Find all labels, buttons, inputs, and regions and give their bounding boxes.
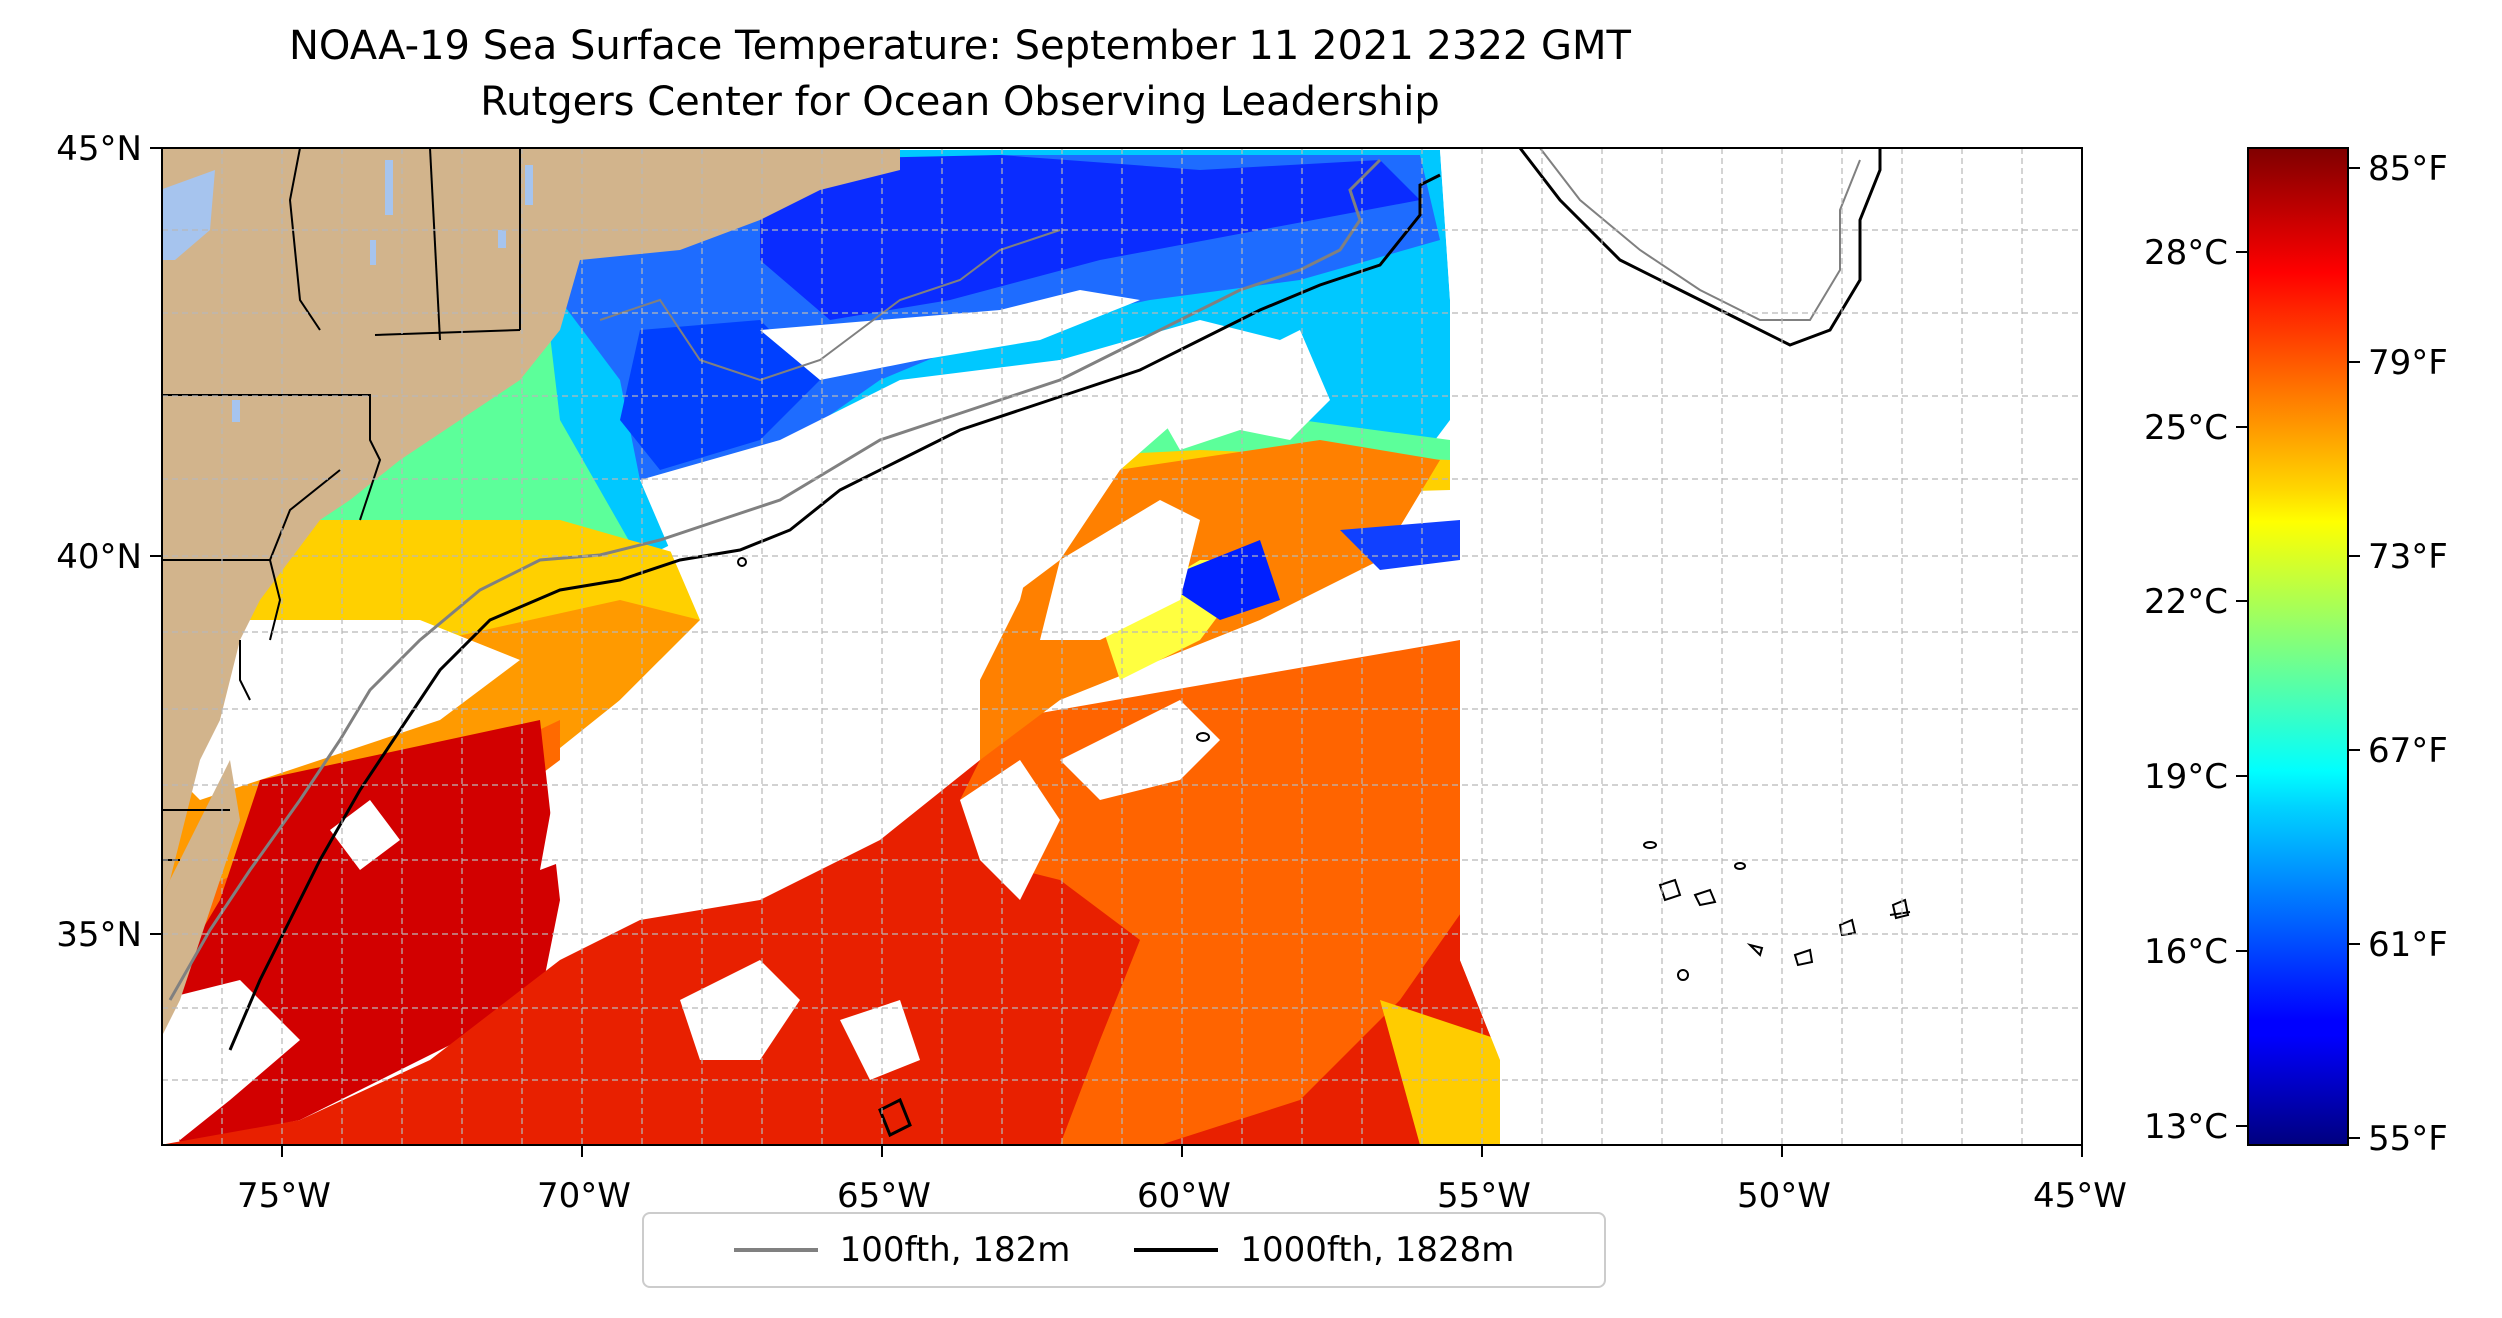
celsius-tick-label: 22°C <box>2144 582 2228 622</box>
lat-tick-labels: 45°N 40°N 35°N <box>56 129 142 955</box>
legend-line-grey <box>733 1248 818 1252</box>
fahrenheit-tick-label: 61°F <box>2368 925 2448 965</box>
celsius-tick-label: 16°C <box>2144 932 2228 972</box>
map-legend: 100fth, 182m 1000fth, 1828m <box>642 1212 1606 1288</box>
fahrenheit-tick-label: 73°F <box>2368 537 2448 577</box>
colorbar-gradient <box>2247 147 2349 1146</box>
lon-tick-labels: 75°W 70°W 65°W 60°W 55°W 50°W 45°W <box>237 1176 2127 1216</box>
lat-tick-label: 35°N <box>56 915 142 955</box>
map-title: NOAA-19 Sea Surface Temperature: Septemb… <box>289 23 1631 69</box>
land <box>162 148 900 1036</box>
lakes <box>162 160 533 422</box>
lon-tick-label: 60°W <box>1137 1176 1231 1216</box>
legend-line-black <box>1134 1248 1219 1252</box>
legend-item-1000fth: 1000fth, 1828m <box>1134 1230 1514 1270</box>
fahrenheit-tick-label: 79°F <box>2368 343 2448 383</box>
legend-label: 100fth, 182m <box>839 1230 1071 1270</box>
celsius-tick-label: 13°C <box>2144 1107 2228 1147</box>
celsius-tick-label: 25°C <box>2144 408 2228 448</box>
map-grid <box>162 148 2082 1145</box>
lon-tick-label: 45°W <box>2033 1176 2127 1216</box>
lon-tick-marks <box>150 147 2083 1157</box>
lon-tick-label: 50°W <box>1737 1176 1831 1216</box>
fahrenheit-tick-label: 85°F <box>2368 149 2448 189</box>
lon-tick-label: 75°W <box>237 1176 331 1216</box>
celsius-tick-label: 19°C <box>2144 757 2228 797</box>
lat-tick-label: 40°N <box>56 537 142 577</box>
lon-tick-label: 65°W <box>837 1176 931 1216</box>
legend-label: 1000fth, 1828m <box>1240 1230 1515 1270</box>
isobath-100fth <box>168 158 1382 1001</box>
state-borders <box>162 148 521 861</box>
legend-item-100fth: 100fth, 182m <box>733 1230 1071 1270</box>
sst-field <box>162 150 1500 1145</box>
map-area <box>162 148 2082 1145</box>
isobath-1000fth <box>228 173 1441 1051</box>
lon-tick-label: 70°W <box>537 1176 631 1216</box>
fahrenheit-tick-label: 55°F <box>2368 1119 2448 1159</box>
lon-tick-label: 55°W <box>1437 1176 1531 1216</box>
seamounts <box>737 557 1911 1138</box>
colorbar: 28°C 25°C 22°C 19°C 16°C 13°C 85°F 79°F … <box>2144 147 2448 1159</box>
isobath-100fth-east <box>1539 148 1861 321</box>
fahrenheit-tick-label: 67°F <box>2368 731 2448 771</box>
isobath-1000fth-east <box>1518 148 1882 347</box>
celsius-tick-label: 28°C <box>2144 233 2228 273</box>
lat-tick-label: 45°N <box>56 129 142 169</box>
map-frame <box>161 147 2083 1146</box>
map-subtitle: Rutgers Center for Ocean Observing Leade… <box>480 79 1440 125</box>
isobath-100fth-inner <box>599 229 1061 382</box>
